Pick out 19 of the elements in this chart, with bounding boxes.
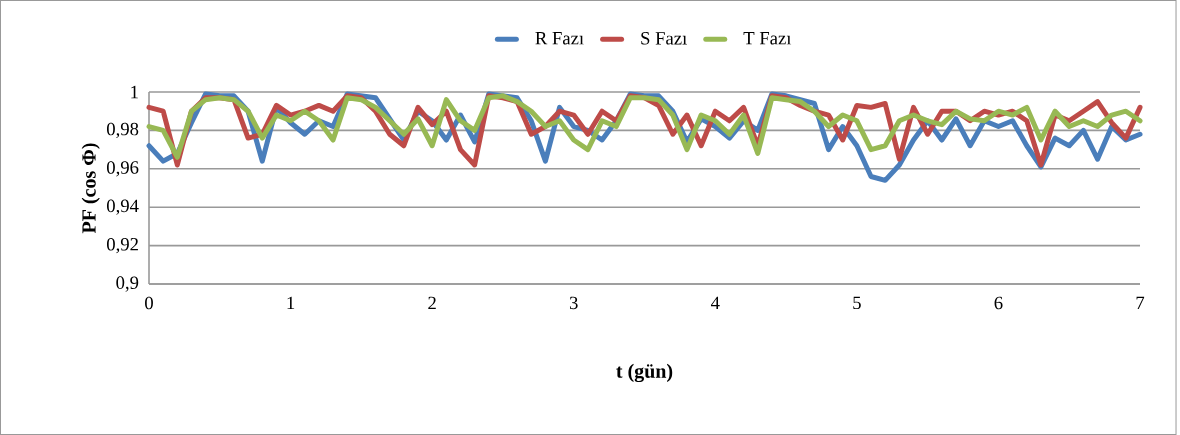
legend-label: S Fazı xyxy=(641,32,687,45)
x-tick-label: 7 xyxy=(1136,296,1145,309)
x-tick-label: 4 xyxy=(710,296,720,309)
y-axis-title: PF (cos Φ) xyxy=(81,143,100,234)
y-tick-label: 0,94 xyxy=(107,199,139,215)
x-tick-label: 6 xyxy=(994,296,1003,310)
x-axis-title: t (gün) xyxy=(616,363,673,383)
legend-label: T Fazı xyxy=(743,32,792,45)
x-tick-label: 5 xyxy=(853,296,861,310)
y-tick-label: 1 xyxy=(131,85,138,99)
y-tick-label: 0,96 xyxy=(107,161,139,177)
x-tick-label: 3 xyxy=(569,296,578,310)
y-tick-label: 0,98 xyxy=(107,122,139,139)
x-tick-label: 1 xyxy=(287,296,295,310)
legend-label: R Fazı xyxy=(535,32,584,45)
x-tick-label: 0 xyxy=(145,296,153,310)
y-tick-label: 0,9 xyxy=(116,276,139,292)
x-tick-label: 2 xyxy=(428,296,436,310)
y-tick-label: 0,92 xyxy=(107,237,138,254)
